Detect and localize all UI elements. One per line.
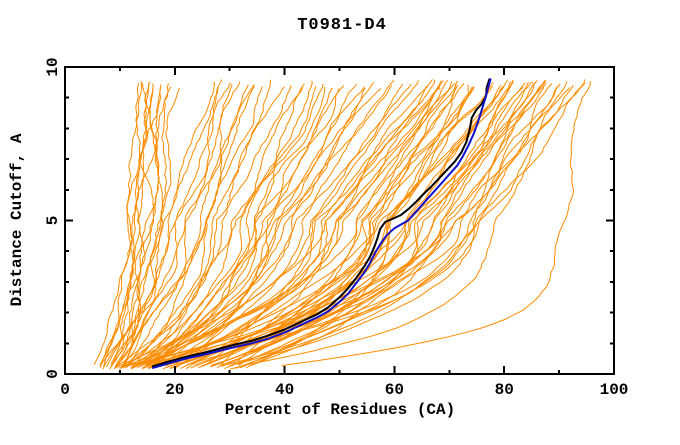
ensemble-curve (118, 84, 162, 365)
tick-labels: 0 20 40 60 80 100 0 5 10 (44, 57, 628, 399)
ensemble-curve (221, 87, 571, 367)
ensemble-curve (210, 86, 524, 366)
ensemble-curve (194, 87, 473, 366)
x-tick-label: 60 (385, 381, 404, 399)
ensemble-curve (130, 86, 440, 370)
ensemble-curve (144, 83, 358, 365)
ensemble-curve (131, 86, 303, 369)
ensemble-curve (174, 79, 449, 369)
ensemble-curve (93, 80, 143, 365)
x-tick-label: 20 (165, 381, 184, 399)
plot-area (93, 78, 591, 370)
ensemble-curve (140, 88, 333, 366)
ensemble-curve (110, 82, 156, 365)
ensemble-curve (128, 83, 324, 367)
y-tick-label: 5 (44, 216, 62, 226)
ensemble-curve (221, 85, 545, 366)
ensemble-curve (207, 79, 436, 365)
ensemble-curve (113, 83, 412, 369)
ensemble-curve (103, 83, 154, 367)
chart-title: T0981-D4 (297, 16, 387, 35)
ensemble-curve (141, 85, 428, 369)
x-tick-label: 0 (60, 381, 70, 399)
model-curve-blue (151, 78, 492, 369)
ensemble-curve (109, 83, 232, 370)
ensemble-curve (136, 84, 459, 369)
ensemble-curve (135, 85, 393, 366)
ensemble-curve (131, 79, 433, 370)
ensemble-curve (126, 84, 249, 367)
ensemble-curve (147, 82, 586, 366)
ensemble-curve (160, 83, 465, 366)
y-tick-label: 10 (44, 57, 62, 76)
ensemble-curve (159, 87, 366, 368)
ensemble-curve (115, 85, 292, 368)
model-curve-black (151, 78, 491, 368)
ensemble-curve (229, 81, 529, 366)
ensemble-curve (145, 82, 375, 367)
ensemble-curve (120, 86, 172, 369)
ensemble-curve (99, 82, 141, 365)
ensemble-curve (146, 86, 317, 366)
x-axis-label: Percent of Residues (CA) (225, 401, 455, 419)
ensemble-curve (175, 86, 365, 369)
ensemble-curve (114, 84, 233, 369)
ensemble-curve (281, 81, 591, 366)
y-axis-label: Distance Cutoff, A (8, 133, 26, 306)
axis-frame (64, 66, 615, 375)
ensemble-curve (186, 85, 574, 366)
ensemble-curve (235, 81, 533, 369)
x-tick-label: 80 (495, 381, 514, 399)
ensemble-curve (211, 85, 504, 367)
ensemble-curve (229, 81, 568, 370)
y-tick-label: 0 (44, 369, 62, 379)
ensemble-curve (169, 87, 382, 365)
ensemble-curve (189, 81, 453, 365)
ensemble-curve (200, 85, 457, 367)
ensemble-curve (132, 86, 475, 367)
ensemble-curve (124, 88, 180, 368)
ensemble-curve (102, 87, 220, 370)
ensemble-curve (139, 86, 285, 366)
ensemble-curve (169, 82, 526, 369)
ensemble-curve (253, 83, 553, 366)
ensemble-curve (120, 80, 313, 369)
x-tick-label: 40 (275, 381, 294, 399)
x-tick-label: 100 (600, 381, 629, 399)
ensemble-curve (154, 83, 305, 366)
ensemble-curve (114, 87, 160, 368)
ensemble-curve (224, 79, 586, 370)
ensemble-curve (162, 82, 547, 370)
ensemble-curve (125, 84, 255, 369)
